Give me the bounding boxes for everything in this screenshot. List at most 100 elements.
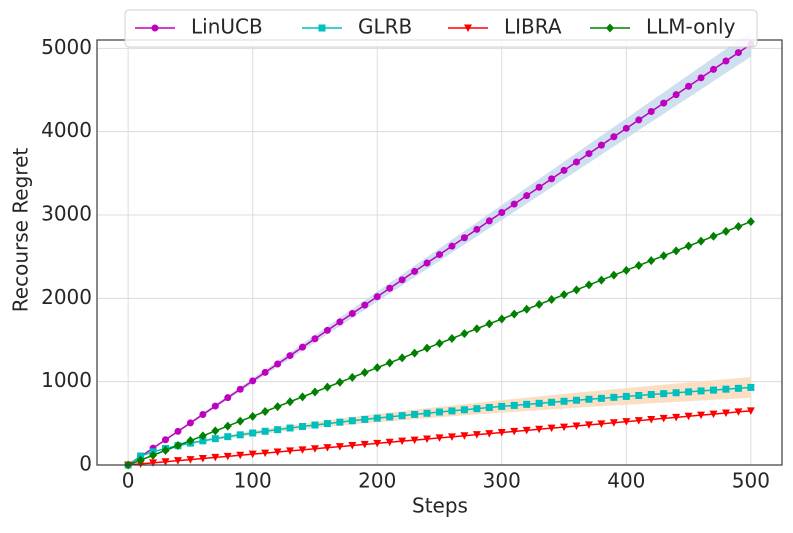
marker bbox=[211, 426, 220, 436]
marker bbox=[385, 438, 394, 447]
legend-marker bbox=[464, 24, 472, 32]
marker bbox=[460, 406, 468, 414]
marker bbox=[485, 404, 493, 411]
marker bbox=[584, 421, 593, 429]
series bbox=[124, 40, 755, 469]
marker bbox=[747, 383, 755, 391]
marker bbox=[398, 353, 407, 363]
marker bbox=[286, 424, 294, 432]
marker bbox=[236, 451, 245, 460]
marker bbox=[635, 392, 643, 399]
marker bbox=[547, 295, 556, 304]
marker bbox=[548, 175, 556, 183]
marker bbox=[573, 396, 580, 404]
marker bbox=[199, 437, 207, 445]
marker bbox=[572, 285, 581, 295]
marker bbox=[460, 234, 468, 242]
marker bbox=[610, 133, 618, 141]
legend-label: LIBRA bbox=[504, 15, 562, 39]
marker bbox=[410, 348, 419, 358]
marker bbox=[398, 437, 407, 446]
marker bbox=[273, 402, 282, 412]
marker bbox=[311, 335, 319, 343]
marker bbox=[510, 309, 519, 319]
marker bbox=[448, 242, 456, 250]
marker bbox=[411, 267, 419, 275]
marker bbox=[435, 434, 444, 442]
marker bbox=[360, 368, 369, 377]
marker bbox=[398, 412, 406, 420]
marker bbox=[423, 435, 432, 443]
y-tick-label: 0 bbox=[79, 452, 92, 476]
error-band bbox=[128, 31, 751, 466]
marker bbox=[286, 447, 295, 455]
x-tick-label: 0 bbox=[122, 469, 135, 493]
marker bbox=[186, 419, 194, 427]
legend-marker bbox=[318, 24, 326, 32]
marker bbox=[361, 415, 369, 423]
marker bbox=[261, 427, 269, 435]
marker bbox=[323, 444, 332, 452]
marker bbox=[348, 417, 356, 425]
marker bbox=[348, 372, 357, 382]
marker bbox=[323, 382, 332, 392]
marker bbox=[560, 397, 568, 405]
marker bbox=[547, 424, 556, 433]
marker bbox=[548, 398, 556, 406]
marker bbox=[622, 418, 631, 426]
marker bbox=[423, 343, 432, 353]
marker bbox=[497, 429, 506, 437]
marker bbox=[721, 409, 730, 417]
marker bbox=[485, 430, 494, 438]
marker bbox=[647, 256, 656, 266]
marker bbox=[373, 439, 382, 448]
marker bbox=[173, 457, 182, 465]
marker bbox=[186, 456, 195, 464]
marker bbox=[585, 395, 593, 403]
y-tick-label: 1000 bbox=[41, 368, 92, 392]
marker bbox=[298, 392, 307, 402]
marker bbox=[236, 416, 245, 426]
marker bbox=[299, 423, 306, 430]
marker bbox=[248, 450, 257, 459]
marker bbox=[672, 389, 680, 397]
marker bbox=[223, 421, 232, 431]
marker bbox=[697, 74, 705, 82]
marker bbox=[572, 422, 581, 430]
marker bbox=[161, 445, 170, 455]
marker bbox=[274, 360, 282, 368]
legend-marker bbox=[606, 23, 614, 33]
marker bbox=[709, 410, 718, 419]
marker bbox=[385, 358, 394, 368]
marker bbox=[622, 124, 630, 132]
marker bbox=[198, 431, 207, 441]
marker bbox=[435, 338, 444, 348]
marker bbox=[473, 225, 481, 233]
marker bbox=[710, 386, 717, 394]
marker bbox=[734, 49, 742, 57]
marker bbox=[697, 411, 706, 420]
marker bbox=[149, 450, 158, 460]
marker bbox=[398, 276, 406, 284]
marker bbox=[609, 270, 618, 280]
y-tick-label: 2000 bbox=[41, 285, 92, 309]
marker bbox=[659, 251, 668, 261]
y-tick-label: 3000 bbox=[41, 202, 92, 226]
marker bbox=[497, 314, 506, 324]
legend-box bbox=[124, 9, 758, 48]
marker bbox=[348, 442, 357, 450]
marker bbox=[635, 116, 643, 124]
marker bbox=[286, 352, 294, 360]
legend-label: GLRB bbox=[358, 15, 412, 39]
marker bbox=[610, 393, 618, 401]
marker bbox=[634, 417, 643, 425]
marker bbox=[436, 408, 443, 416]
marker bbox=[535, 399, 543, 407]
marker bbox=[734, 384, 742, 392]
marker bbox=[535, 183, 543, 191]
marker bbox=[298, 446, 307, 454]
marker bbox=[386, 284, 394, 292]
marker bbox=[162, 436, 169, 444]
marker bbox=[597, 420, 606, 428]
marker bbox=[311, 421, 319, 429]
